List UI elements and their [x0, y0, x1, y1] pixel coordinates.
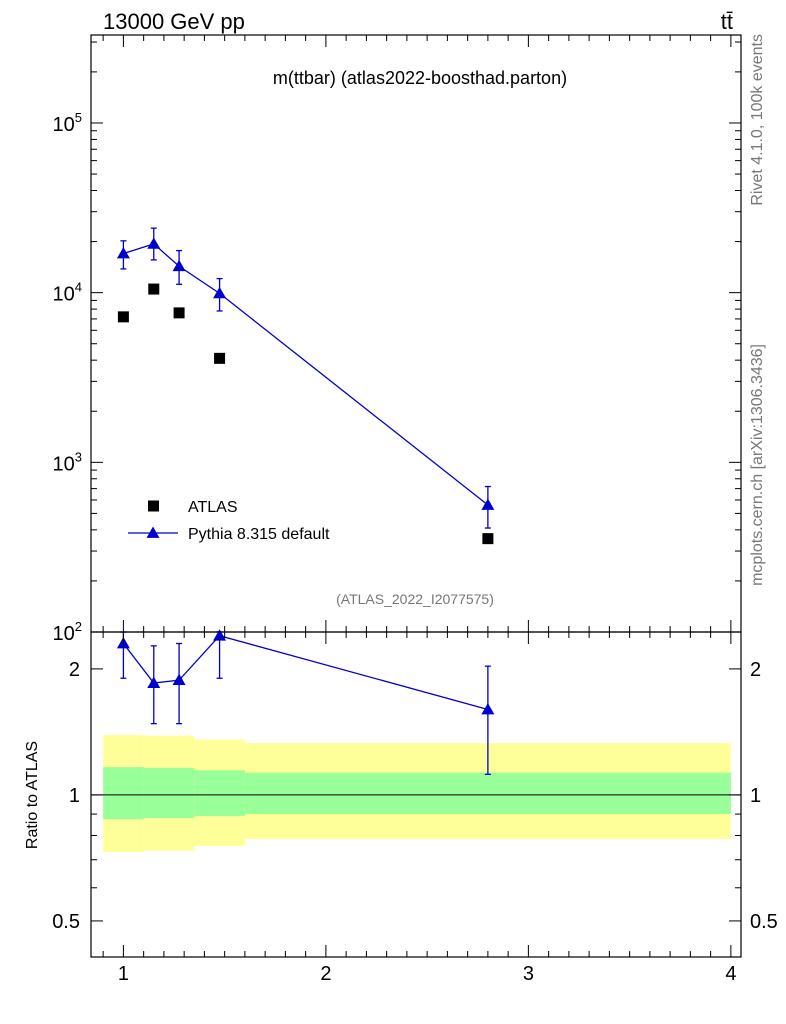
plot-title: m(ttbar) (atlas2022-boosthad.parton) — [273, 68, 567, 88]
uncertainty-band-inner — [244, 772, 731, 815]
y-tick-mantissa: 10 — [53, 453, 75, 475]
rivet-version-label: Rivet 4.1.0, 100k events — [749, 34, 766, 206]
main-panel: m(ttbar) (atlas2022-boosthad.parton) (AT… — [53, 34, 742, 645]
ratio-point-triangle — [481, 702, 495, 715]
ratio-y-tick-label-right: 2 — [750, 659, 761, 681]
y-tick-mantissa: 10 — [53, 284, 75, 306]
legend-marker-square — [148, 500, 159, 512]
ratio-y-tick-label-right: 1 — [750, 785, 761, 807]
ratio-y-tick-label-left: 2 — [69, 659, 80, 681]
mc-point-triangle — [147, 237, 161, 249]
x-tick-label: 2 — [320, 963, 331, 985]
uncertainty-band-inner — [103, 767, 144, 820]
y-tick-exponent: 4 — [75, 280, 82, 295]
ratio-point-triangle — [147, 676, 161, 688]
ratio-panel: 0.5 0.5 1 1 2 2 1 2 3 4 Ratio to ATLAS — [24, 629, 778, 985]
legend-label: Pythia 8.315 default — [188, 526, 330, 543]
process-label: tt̄ — [721, 9, 733, 34]
energy-label: 13000 GeV pp — [103, 9, 245, 34]
data-point-square — [148, 283, 160, 295]
y-tick-label: 102 — [53, 619, 82, 645]
ratio-y-tick-label-left: 0.5 — [52, 911, 80, 933]
legend-label: ATLAS — [188, 499, 238, 516]
analysis-label: (ATLAS_2022_I2077575) — [336, 591, 494, 607]
mc-point-triangle — [481, 498, 495, 510]
data-point-square — [117, 311, 129, 323]
ratio-y-tick-label-right: 0.5 — [750, 911, 778, 933]
x-tick-label: 1 — [118, 963, 129, 985]
ratio-line — [122, 635, 489, 711]
mc-point-triangle — [172, 259, 186, 272]
uncertainty-band-inner — [194, 770, 245, 817]
y-tick-mantissa: 10 — [53, 114, 75, 136]
legend: ATLAS Pythia 8.315 default — [128, 499, 330, 543]
ratio-point-triangle — [213, 629, 227, 641]
ratio-point-triangle — [172, 673, 186, 686]
y-tick-exponent: 3 — [75, 449, 82, 464]
x-tick-label: 4 — [725, 963, 736, 985]
data-point-square — [214, 352, 226, 364]
y-tick-label: 105 — [53, 110, 82, 136]
data-point-square — [482, 533, 494, 545]
y-tick-label: 103 — [53, 449, 82, 475]
y-tick-exponent: 5 — [75, 110, 82, 125]
ratio-y-tick-label-left: 1 — [69, 785, 80, 807]
mc-point-triangle — [116, 247, 130, 259]
y-tick-label: 104 — [53, 280, 82, 306]
data-point-square — [173, 307, 185, 319]
mc-line — [123, 243, 489, 506]
mcplots-label: mcplots.cern.ch [arXiv:1306.3436] — [749, 344, 766, 586]
uncertainty-band-inner — [143, 767, 195, 819]
x-tick-label: 3 — [523, 963, 534, 985]
y-tick-exponent: 2 — [75, 619, 82, 634]
y-tick-mantissa: 10 — [53, 623, 75, 645]
mc-point-triangle — [213, 286, 227, 299]
ratio-axis-label: Ratio to ATLAS — [24, 741, 41, 849]
legend-marker-triangle — [146, 526, 160, 538]
